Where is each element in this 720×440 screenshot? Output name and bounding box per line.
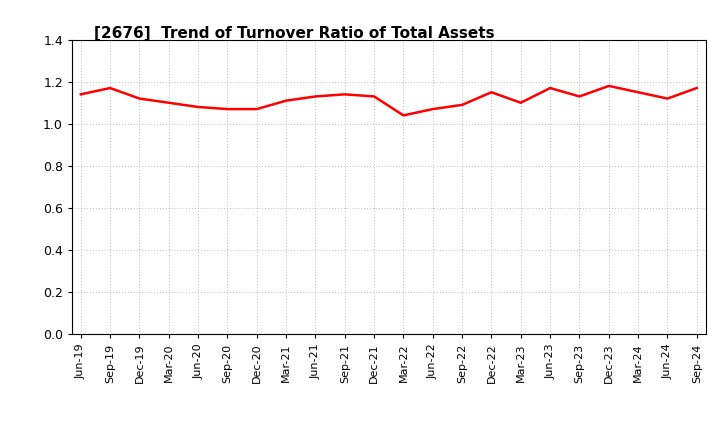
Text: [2676]  Trend of Turnover Ratio of Total Assets: [2676] Trend of Turnover Ratio of Total … (94, 26, 494, 41)
